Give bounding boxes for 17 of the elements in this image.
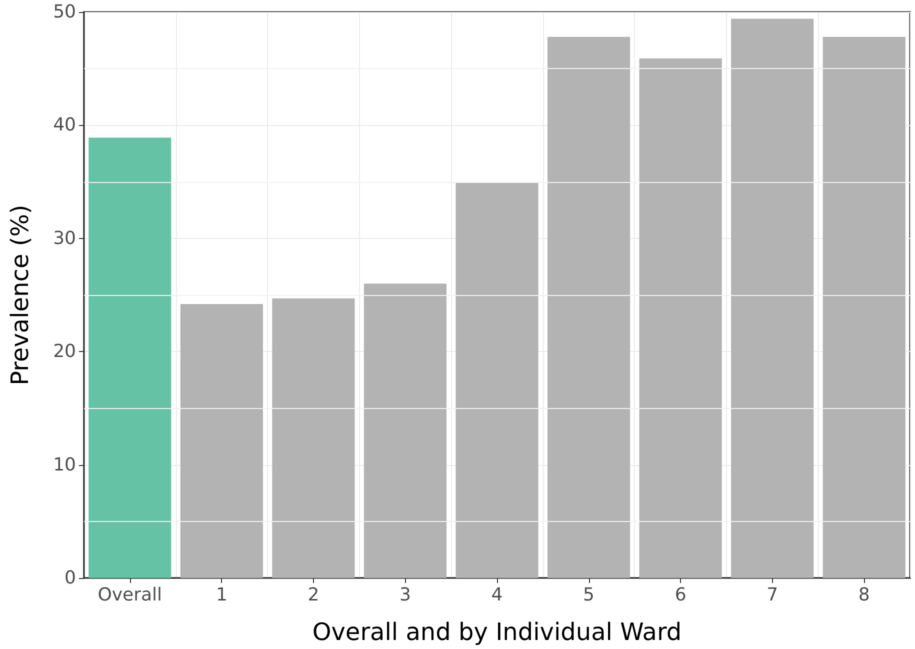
y-axis-title: Prevalence (%) bbox=[6, 204, 34, 386]
x-tick-label: 8 bbox=[858, 584, 870, 606]
x-tick-label: 7 bbox=[766, 584, 778, 606]
y-tick-label: 50 bbox=[53, 2, 76, 22]
x-tick-label: 3 bbox=[399, 584, 411, 606]
y-tick-label: 30 bbox=[53, 228, 76, 249]
x-tick-label: 6 bbox=[674, 584, 686, 606]
x-tick-label: 4 bbox=[491, 584, 503, 606]
x-axis-title: Overall and by Individual Ward bbox=[312, 618, 682, 646]
y-tick-label: 20 bbox=[53, 341, 76, 362]
y-tick-label: 0 bbox=[64, 568, 76, 588]
x-tick-label: 1 bbox=[216, 584, 228, 606]
x-tick-label: Overall bbox=[98, 584, 162, 606]
y-tick-label: 40 bbox=[53, 114, 76, 136]
x-tick-label: 2 bbox=[308, 584, 320, 606]
x-tick-label: 5 bbox=[583, 584, 595, 606]
y-tick-label: 10 bbox=[53, 454, 76, 476]
